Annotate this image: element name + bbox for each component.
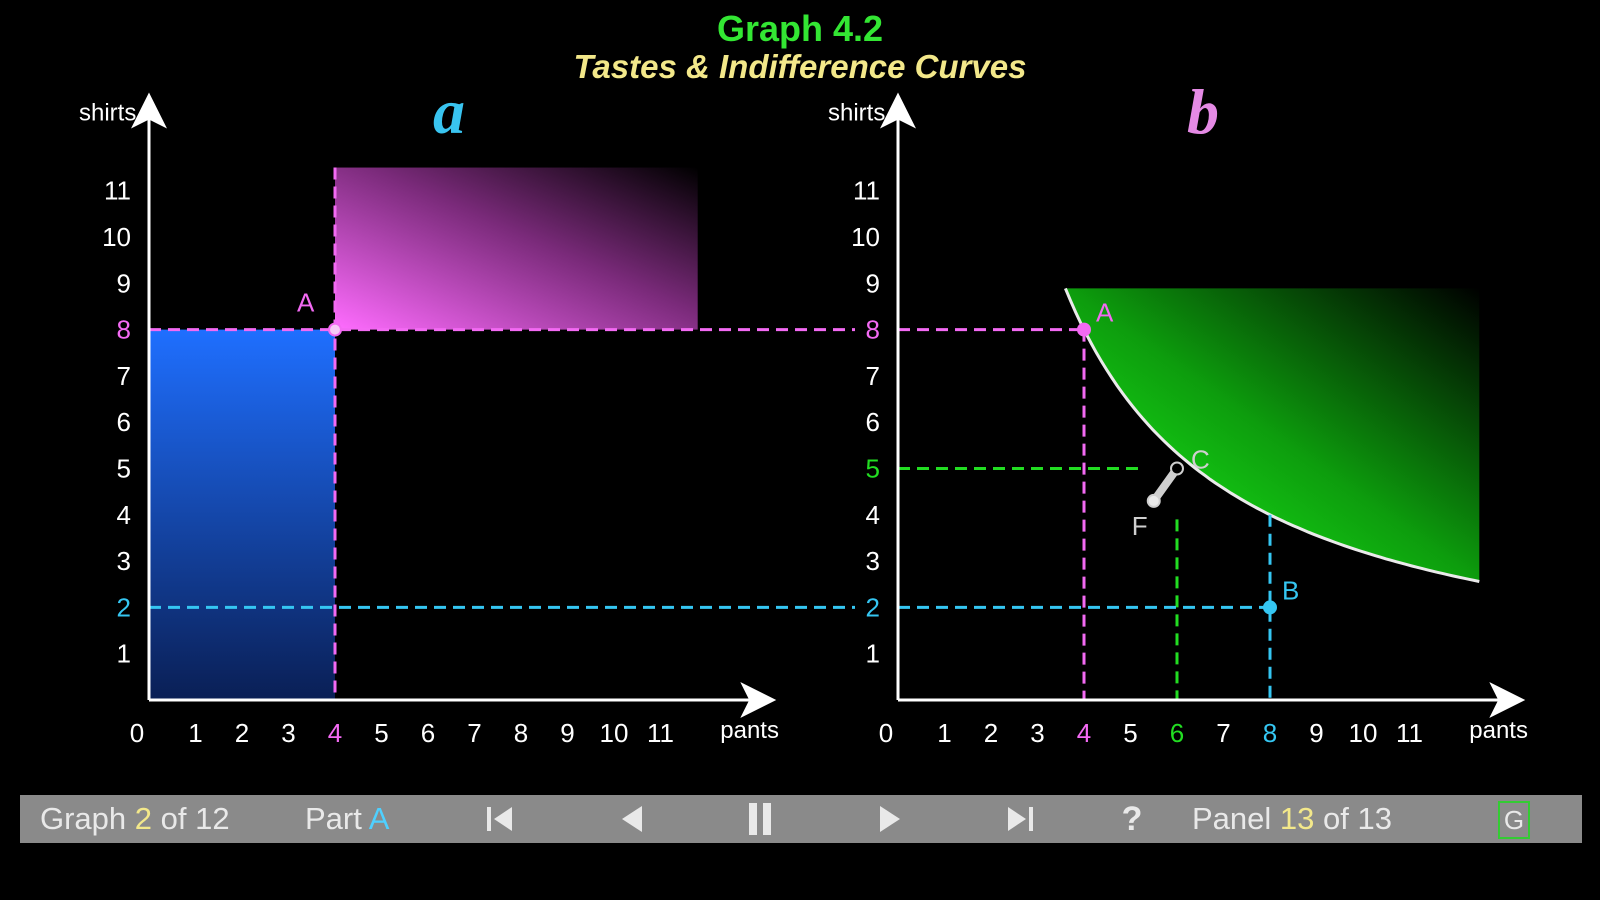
x-tick-label: 11 [647, 718, 674, 748]
point-a-marker [1077, 322, 1091, 337]
less-preferred-region [149, 329, 335, 700]
indifference-curve [1064, 287, 1480, 583]
y-tick-label: 6 [117, 407, 131, 437]
part-value: A [368, 801, 390, 836]
x-tick-label: 7 [467, 718, 481, 748]
x-tick-label: 8 [514, 718, 528, 748]
graph-subtitle: Tastes & Indifference Curves [573, 48, 1027, 85]
panel-counter: Panel 13 of 13 [1192, 801, 1392, 837]
y-tick-label: 1 [866, 639, 880, 669]
y-tick-label: 11 [853, 176, 880, 206]
point-b-label: B [1282, 575, 1299, 605]
y-tick-label: 1 [117, 639, 131, 669]
y-tick-label: 2 [866, 592, 880, 622]
part-prefix: Part [305, 801, 362, 836]
y-tick-label: 8 [866, 315, 880, 345]
graph-counter: Graph 2 of 12 [40, 801, 230, 837]
first-button[interactable] [478, 799, 522, 839]
point-a-label: A [297, 288, 315, 318]
point-c-label: C [1191, 445, 1210, 475]
y-tick-label: 8 [117, 315, 131, 345]
x-tick-label: 6 [421, 718, 435, 748]
x-tick-label: 10 [600, 718, 629, 748]
y-axis-label: shirts [828, 100, 885, 127]
point-a-marker [328, 322, 342, 337]
y-tick-label: 7 [866, 361, 880, 391]
y-tick-label: 5 [866, 454, 880, 484]
y-tick-label: 5 [117, 454, 131, 484]
graph-number: 2 [134, 801, 153, 836]
x-tick-label: 11 [1396, 718, 1423, 748]
y-tick-label: 4 [117, 500, 131, 530]
x-tick-label: 3 [281, 718, 295, 748]
last-button[interactable] [998, 799, 1042, 839]
y-axis-label: shirts [79, 100, 136, 127]
x-tick-label: 0 [879, 718, 893, 748]
x-tick-label: 5 [1123, 718, 1137, 748]
x-tick-label: 1 [937, 718, 951, 748]
last-icon [1008, 807, 1033, 831]
y-tick-label: 10 [851, 222, 880, 252]
x-tick-label: 10 [1349, 718, 1378, 748]
point-c-marker [1170, 461, 1184, 476]
x-tick-label: 3 [1030, 718, 1044, 748]
x-tick-label: 4 [328, 718, 342, 748]
preferred-region [335, 167, 698, 330]
preferred-set-region [1065, 288, 1480, 582]
panel-total: of 13 [1323, 801, 1392, 836]
y-tick-label: 7 [117, 361, 131, 391]
x-axis-label: pants [720, 717, 779, 744]
g-button[interactable]: G [1498, 801, 1530, 839]
y-tick-label: 6 [866, 407, 880, 437]
y-tick-label: 3 [866, 546, 880, 576]
x-tick-label: 5 [374, 718, 388, 748]
point-f-marker [1146, 493, 1161, 508]
x-tick-label: 9 [1309, 718, 1323, 748]
panel-b-label: b [1187, 76, 1219, 147]
panel-number: 13 [1279, 801, 1315, 836]
next-icon [880, 806, 900, 832]
graph-prefix: Graph [40, 801, 127, 836]
graph-total: of 12 [160, 801, 230, 836]
x-tick-label: 1 [188, 718, 202, 748]
point-b-marker [1263, 600, 1277, 615]
y-tick-label: 9 [117, 268, 131, 298]
y-tick-label: 10 [102, 222, 131, 252]
y-tick-label: 9 [866, 268, 880, 298]
x-tick-label: 4 [1077, 718, 1091, 748]
x-tick-label: 9 [560, 718, 574, 748]
x-tick-label: 7 [1216, 718, 1230, 748]
point-f-label: F [1132, 511, 1148, 541]
x-tick-label: 0 [130, 718, 144, 748]
y-tick-label: 2 [117, 592, 131, 622]
previous-icon [622, 806, 642, 832]
panel-prefix: Panel [1192, 801, 1272, 836]
point-a-label: A [1096, 298, 1114, 328]
control-bar: Graph 2 of 12 Part A ? Panel 13 of 13 G [20, 795, 1582, 843]
y-tick-label: 4 [866, 500, 880, 530]
graph-title: Graph 4.2 [716, 8, 884, 49]
y-tick-label: 11 [104, 176, 131, 206]
previous-button[interactable] [610, 799, 654, 839]
pause-icon [749, 803, 771, 835]
next-button[interactable] [868, 799, 912, 839]
pause-button[interactable] [738, 799, 782, 839]
x-tick-label: 2 [984, 718, 998, 748]
panel-a-label: a [433, 76, 465, 147]
part-indicator: Part A [305, 801, 389, 837]
help-button[interactable]: ? [1121, 799, 1143, 838]
first-icon [487, 807, 512, 831]
x-tick-label: 8 [1263, 718, 1277, 748]
y-tick-label: 3 [117, 546, 131, 576]
x-tick-label: 6 [1170, 718, 1184, 748]
x-tick-label: 2 [235, 718, 249, 748]
x-axis-label: pants [1469, 717, 1528, 744]
